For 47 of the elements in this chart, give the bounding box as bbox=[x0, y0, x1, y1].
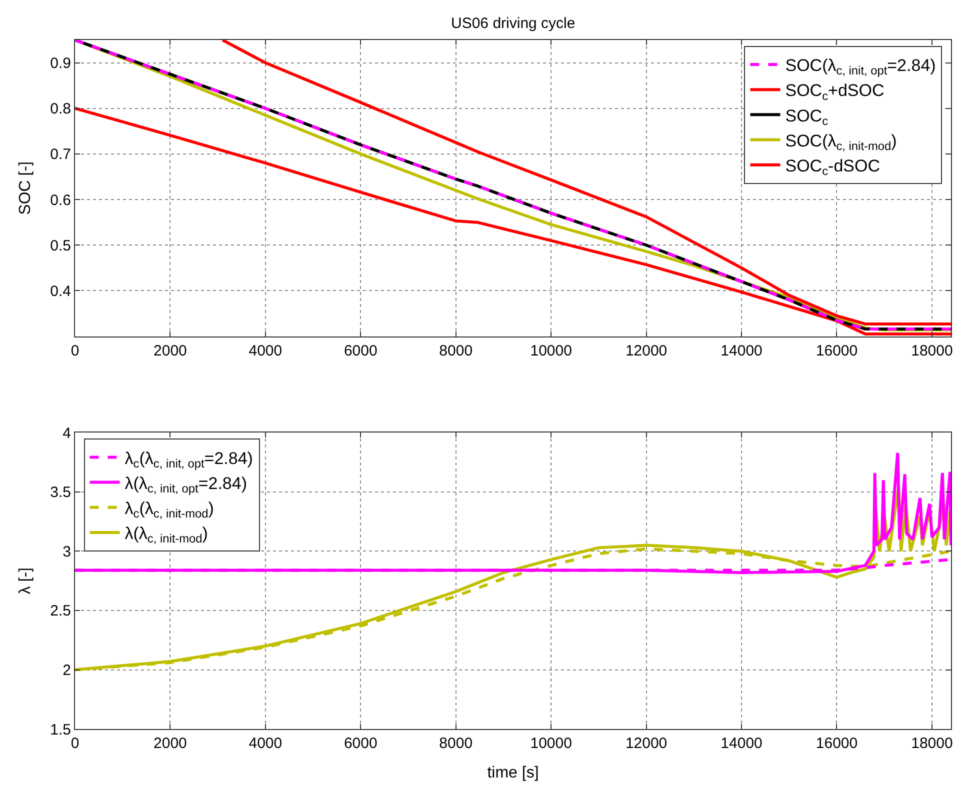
x-tick-label: 10000 bbox=[530, 342, 572, 360]
x-tick-label: 6000 bbox=[344, 735, 378, 752]
x-tick-label: 16000 bbox=[816, 735, 858, 752]
legend-label: SOC$_{c}$ bbox=[785, 106, 828, 128]
x-tick-label: 2000 bbox=[154, 735, 187, 752]
y-tick-label: 0.9 bbox=[50, 55, 71, 72]
x-tick-label: 12000 bbox=[625, 735, 668, 752]
x-axis-title: time [s] bbox=[487, 764, 539, 782]
y-tick-label: 0.7 bbox=[50, 146, 71, 164]
y-axis-title: SOC [-] bbox=[17, 161, 34, 215]
x-tick-label: 0 bbox=[70, 735, 80, 752]
chart-title: US06 driving cycle bbox=[451, 15, 576, 32]
y-tick-label: 2 bbox=[62, 662, 71, 679]
line-series bbox=[75, 106, 951, 336]
x-tick-label: 4000 bbox=[248, 342, 282, 360]
y-tick-label: 3.5 bbox=[50, 484, 71, 502]
x-tick-label: 12000 bbox=[625, 342, 668, 360]
x-tick-label: 18000 bbox=[911, 735, 953, 752]
x-tick-label: 10000 bbox=[530, 735, 572, 752]
legend-label: λ(λ$_{c, init-mod}$) bbox=[124, 524, 208, 546]
x-tick-label: 8000 bbox=[439, 342, 473, 360]
legend-label: SOC$_{c}$+dSOC bbox=[785, 81, 884, 103]
legend-label: λ$_{c}$(λ$_{c, init-mod}$) bbox=[124, 499, 214, 521]
x-tick-label: 14000 bbox=[720, 342, 762, 360]
legend-label: SOC(λ$_{c, init, opt}$=2.84) bbox=[785, 56, 936, 78]
legend-label: λ(λ$_{c, init, opt}$=2.84) bbox=[124, 474, 248, 496]
y-tick-label: 1.5 bbox=[50, 721, 71, 738]
x-tick-label: 2000 bbox=[154, 342, 187, 360]
y-tick-label: 0.8 bbox=[50, 100, 71, 118]
y-tick-label: 0.5 bbox=[50, 237, 71, 254]
x-tick-label: 6000 bbox=[344, 342, 378, 360]
y-tick-label: 3 bbox=[62, 543, 71, 560]
x-tick-label: 0 bbox=[70, 342, 80, 360]
x-tick-label: 4000 bbox=[248, 735, 282, 752]
y-tick-label: 2.5 bbox=[50, 602, 71, 620]
y-axis-title: λ [-] bbox=[17, 568, 34, 594]
legend-label: SOC(λ$_{c, init-mod}$) bbox=[785, 131, 897, 153]
y-tick-label: 4 bbox=[62, 424, 71, 442]
x-tick-label: 8000 bbox=[439, 735, 473, 752]
x-tick-label: 16000 bbox=[816, 342, 858, 360]
y-tick-label: 0.6 bbox=[50, 192, 71, 209]
legend-label: SOC$_{c}$-dSOC bbox=[785, 156, 880, 178]
x-tick-label: 18000 bbox=[911, 342, 953, 360]
x-tick-label: 14000 bbox=[720, 735, 762, 752]
legend-label: λ$_{c}$(λ$_{c, init, opt}$=2.84) bbox=[124, 448, 253, 470]
y-tick-label: 0.4 bbox=[50, 282, 71, 300]
line-series bbox=[221, 40, 951, 326]
